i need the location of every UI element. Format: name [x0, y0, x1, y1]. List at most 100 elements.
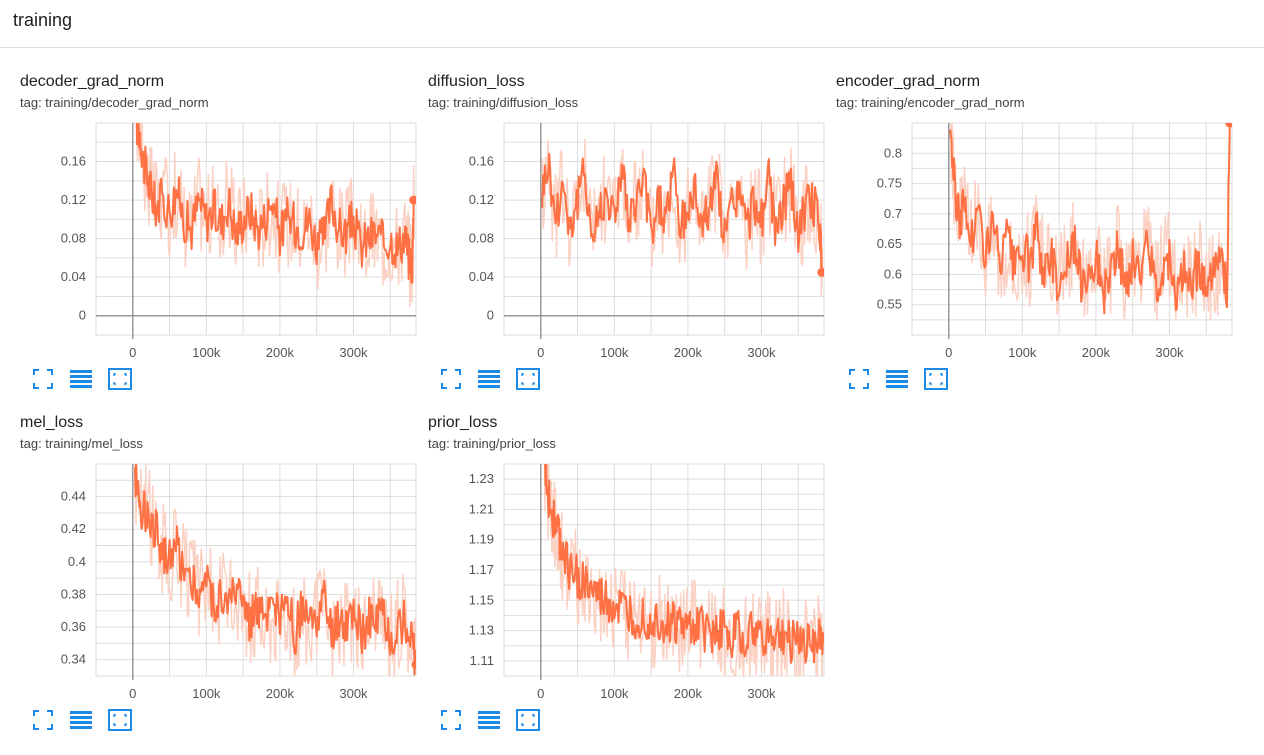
chart-card-mel-loss: mel_loss tag: training/mel_loss 0.34 0.36 0.…	[20, 414, 420, 744]
data-table-button[interactable]	[68, 707, 94, 733]
fit-domain-button[interactable]	[107, 707, 133, 733]
fit-domain-icon	[516, 368, 540, 390]
x-tick-label: 200k	[674, 345, 703, 360]
y-tick-label: 1.23	[469, 471, 494, 486]
fullscreen-icon	[441, 369, 461, 389]
chart-plot[interactable]: 0 0.04 0.08 0.12 0.16 0 100k 200k 300k	[20, 113, 420, 363]
y-tick-label: 0.55	[877, 297, 902, 312]
y-tick-label: 0.65	[877, 236, 902, 251]
y-tick-label: 0	[487, 308, 494, 323]
x-tick-label: 0	[129, 345, 136, 360]
series-end-point	[817, 267, 824, 277]
fit-domain-button[interactable]	[923, 366, 949, 392]
y-tick-label: 0.36	[61, 619, 86, 634]
y-tick-label: 0.6	[884, 266, 902, 281]
data-table-button[interactable]	[476, 366, 502, 392]
y-tick-label: 0.16	[469, 154, 494, 169]
series-line-raw	[541, 138, 823, 296]
series-line-raw	[134, 464, 416, 676]
plot-border	[503, 122, 825, 336]
x-tick-label: 300k	[339, 345, 368, 360]
data-table-icon	[886, 370, 908, 388]
y-tick-label: 1.11	[470, 653, 494, 668]
x-tick-label: 200k	[674, 686, 703, 701]
x-tick-label: 100k	[600, 345, 629, 360]
plot-border	[95, 122, 417, 336]
chart-card-diffusion-loss: diffusion_loss tag: training/diffusion_lo…	[428, 73, 828, 403]
chart-svg[interactable]: 0 0.04 0.08 0.12 0.16 0 100k 200k 300k	[428, 113, 828, 363]
chart-card-encoder-grad-norm: encoder_grad_norm tag: training/encoder_g…	[836, 73, 1236, 403]
x-tick-label: 0	[945, 345, 952, 360]
y-tick-label: 0.08	[61, 231, 86, 246]
fullscreen-button[interactable]	[846, 366, 872, 392]
y-tick-label: 0.42	[61, 521, 86, 536]
y-tick-label: 1.21	[469, 501, 494, 516]
data-table-button[interactable]	[884, 366, 910, 392]
y-tick-label: 0.34	[61, 652, 86, 667]
plot-border	[503, 463, 825, 677]
section-title: training	[13, 10, 73, 30]
fullscreen-button[interactable]	[30, 366, 56, 392]
fit-domain-button[interactable]	[515, 366, 541, 392]
y-tick-label: 0.12	[469, 192, 494, 207]
y-tick-label: 1.17	[469, 562, 494, 577]
data-table-icon	[478, 370, 500, 388]
chart-card-decoder-grad-norm: decoder_grad_norm tag: training/decoder_g…	[20, 73, 420, 403]
fullscreen-icon	[33, 369, 53, 389]
plot-border	[95, 463, 417, 677]
chart-title: encoder_grad_norm	[836, 73, 981, 90]
data-table-button[interactable]	[68, 366, 94, 392]
header-divider	[0, 47, 1264, 48]
fit-domain-icon	[108, 709, 132, 731]
data-table-icon	[478, 711, 500, 729]
chart-plot[interactable]: 0.34 0.36 0.38 0.4 0.42 0.44 0 100k 200k 300k	[20, 454, 420, 704]
x-tick-label: 200k	[266, 686, 295, 701]
fit-domain-button[interactable]	[107, 366, 133, 392]
x-tick-label: 200k	[266, 345, 295, 360]
series-end-point	[1225, 123, 1232, 128]
data-table-button[interactable]	[476, 707, 502, 733]
x-tick-label: 100k	[600, 686, 629, 701]
series-end-point	[409, 195, 416, 205]
fullscreen-icon	[441, 710, 461, 730]
chart-plot[interactable]: 1.11 1.13 1.15 1.17 1.19 1.21 1.23 0 100k 200k 300…	[428, 454, 828, 704]
plot-border	[911, 122, 1233, 336]
series-group	[541, 138, 824, 296]
x-tick-label: 0	[537, 345, 544, 360]
fit-domain-button[interactable]	[515, 707, 541, 733]
fullscreen-button[interactable]	[438, 707, 464, 733]
data-table-icon	[70, 711, 92, 729]
x-tick-label: 300k	[747, 345, 776, 360]
chart-tag: tag: training/mel_loss	[20, 436, 143, 451]
y-tick-label: 0.04	[469, 269, 494, 284]
x-tick-label: 0	[129, 686, 136, 701]
fullscreen-button[interactable]	[438, 366, 464, 392]
chart-svg[interactable]: 1.11 1.13 1.15 1.17 1.19 1.21 1.23 0 100k 200k 300…	[428, 454, 828, 704]
chart-svg[interactable]: 0.34 0.36 0.38 0.4 0.42 0.44 0 100k 200k 300k	[20, 454, 420, 704]
fullscreen-button[interactable]	[30, 707, 56, 733]
series-line-smoothed	[135, 123, 415, 284]
series-group	[134, 464, 416, 676]
y-tick-label: 0	[79, 308, 86, 323]
y-tick-label: 0.08	[469, 231, 494, 246]
chart-plot[interactable]: 0 0.04 0.08 0.12 0.16 0 100k 200k 300k	[428, 113, 828, 363]
y-tick-label: 1.19	[469, 532, 494, 547]
x-tick-label: 300k	[747, 686, 776, 701]
chart-tag: tag: training/prior_loss	[428, 436, 556, 451]
series-group	[135, 123, 416, 307]
fullscreen-icon	[33, 710, 53, 730]
x-tick-label: 100k	[1008, 345, 1037, 360]
series-group	[543, 464, 824, 676]
series-line-raw	[136, 123, 415, 307]
series-line-raw	[950, 123, 1231, 322]
fullscreen-icon	[849, 369, 869, 389]
chart-tag: tag: training/encoder_grad_norm	[836, 95, 1025, 110]
chart-title: prior_loss	[428, 414, 498, 431]
y-tick-label: 0.7	[884, 206, 902, 221]
x-tick-label: 300k	[1155, 345, 1184, 360]
chart-plot[interactable]: 0.55 0.6 0.65 0.7 0.75 0.8 0 100k 200k 300k	[836, 113, 1236, 363]
chart-title: diffusion_loss	[428, 73, 525, 90]
y-tick-label: 0.04	[61, 269, 86, 284]
chart-svg[interactable]: 0.55 0.6 0.65 0.7 0.75 0.8 0 100k 200k 300k	[836, 113, 1236, 363]
chart-svg[interactable]: 0 0.04 0.08 0.12 0.16 0 100k 200k 300k	[20, 113, 420, 363]
